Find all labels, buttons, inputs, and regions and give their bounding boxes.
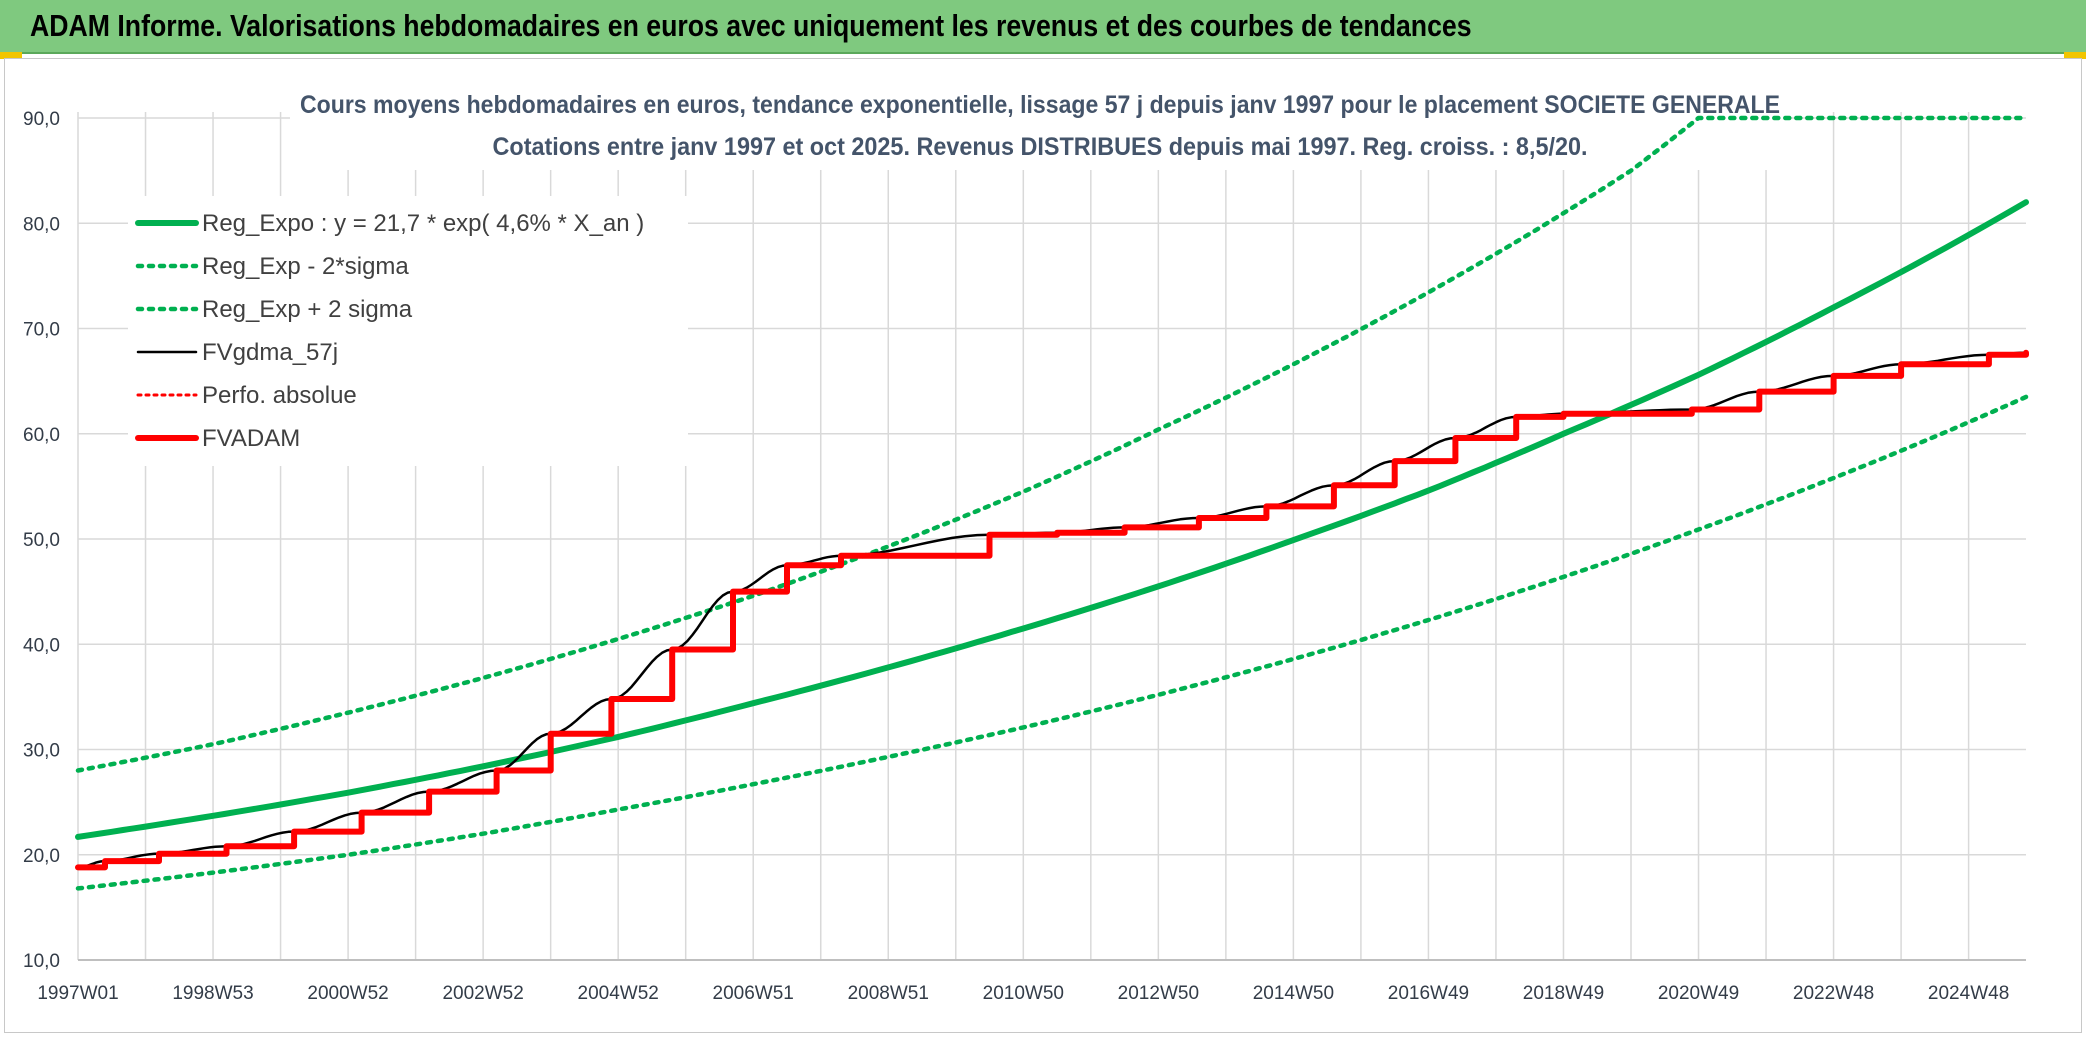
x-tick-label: 2024W48 <box>1928 983 2009 1004</box>
legend-label: Reg_Exp + 2 sigma <box>202 296 413 323</box>
y-tick-label: 30,0 <box>23 741 60 762</box>
corner-mark-left <box>0 52 22 59</box>
corner-mark-right <box>2064 52 2086 59</box>
series-line <box>75 115 2029 773</box>
y-tick-label: 70,0 <box>23 320 60 341</box>
y-tick-label: 90,0 <box>23 109 60 130</box>
series-line <box>75 394 2029 891</box>
legend-label: Perfo. absolue <box>202 382 357 409</box>
x-tick-label: 2002W52 <box>442 983 523 1004</box>
y-tick-label: 20,0 <box>23 846 60 867</box>
legend-label: FVADAM <box>202 425 300 452</box>
chart-frame <box>4 58 2082 1033</box>
x-tick-label: 2022W48 <box>1793 983 1874 1004</box>
chart-subtitle: Cotations entre janv 1997 et oct 2025. R… <box>493 133 1588 161</box>
x-tick-label: 2004W52 <box>578 983 659 1004</box>
x-tick-label: 1997W01 <box>37 983 118 1004</box>
y-tick-label: 80,0 <box>23 214 60 235</box>
x-tick-label: 2000W52 <box>307 983 388 1004</box>
x-tick-label: 2012W50 <box>1118 983 1199 1004</box>
x-tick-label: 2008W51 <box>848 983 929 1004</box>
y-tick-label: 50,0 <box>23 530 60 551</box>
y-tick-label: 10,0 <box>23 951 60 972</box>
legend-label: Reg_Expo : y = 21,7 * exp( 4,6% * X_an ) <box>202 210 644 237</box>
y-tick-label: 40,0 <box>23 635 60 656</box>
series-line <box>75 199 2029 840</box>
title-background <box>290 86 1790 170</box>
x-tick-label: 2018W49 <box>1523 983 1604 1004</box>
x-tick-label: 2006W51 <box>713 983 794 1004</box>
y-tick-label: 60,0 <box>23 425 60 446</box>
x-tick-label: 2010W50 <box>983 983 1064 1004</box>
legend-label: Reg_Exp - 2*sigma <box>202 253 409 280</box>
legend-label: FVgdma_57j <box>202 339 338 366</box>
y-axis-ticks: 10,0 20,0 30,0 40,0 50,0 60,0 70,0 80,0 90,0 <box>23 109 60 972</box>
series-group <box>75 115 2029 891</box>
report-title: ADAM Informe. Valorisations hebdomadaire… <box>30 8 1472 43</box>
report-banner: ADAM Informe. Valorisations hebdomadaire… <box>0 0 2086 54</box>
chart-title: Cours moyens hebdomadaires en euros, ten… <box>300 91 1780 119</box>
x-tick-label: 2020W49 <box>1658 983 1739 1004</box>
x-tick-label: 2016W49 <box>1388 983 1469 1004</box>
legend-background <box>128 196 688 466</box>
x-tick-label: 2014W50 <box>1253 983 1334 1004</box>
x-tick-label: 1998W53 <box>172 983 253 1004</box>
x-axis-ticks: 1997W01 1998W53 2000W52 2002W52 2004W52 2006W… <box>37 983 2009 1004</box>
legend: Reg_Expo : y = 21,7 * exp( 4,6% * X_an )… <box>135 210 644 452</box>
series-line <box>75 349 2029 871</box>
